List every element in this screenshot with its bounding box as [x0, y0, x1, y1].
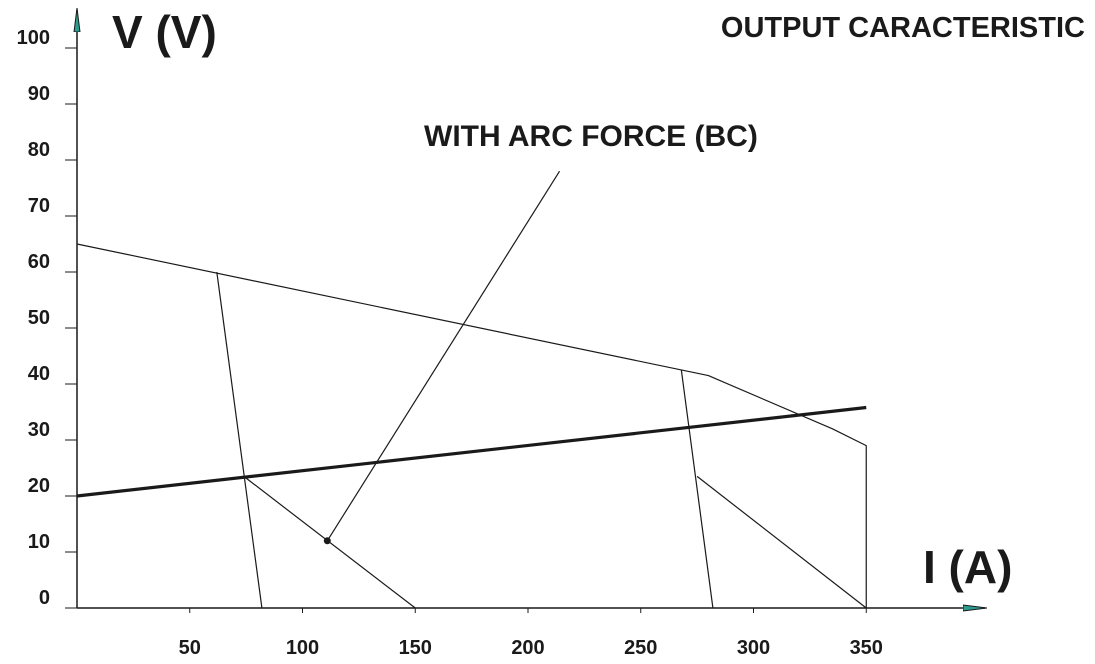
y-axis-ticks: 0 10 20 30 40 50 60 70 80 90 100: [17, 27, 77, 609]
x-tick-label: 150: [399, 637, 432, 659]
x-tick-label: 200: [511, 637, 544, 659]
y-tick-label: 90: [28, 83, 50, 105]
x-axis-ticks: 50 100 150 200 250 300 350: [179, 608, 883, 659]
series-line: [77, 244, 866, 608]
y-tick-label: 50: [28, 307, 50, 329]
annotation-group: [324, 537, 331, 544]
y-tick-label: 30: [28, 419, 50, 441]
series-line: [327, 171, 559, 541]
chart-title: OUTPUT CARACTERISTIC: [721, 12, 1085, 44]
y-tick-label: 20: [28, 475, 50, 497]
x-tick-label: 50: [179, 637, 201, 659]
annotation-label: WITH ARC FORCE (BC): [424, 120, 758, 153]
x-tick-label: 250: [624, 637, 657, 659]
series-line: [217, 272, 262, 608]
y-tick-label: 40: [28, 363, 50, 385]
x-axis-title: I (A): [923, 541, 1012, 593]
series-group: [77, 171, 866, 608]
y-tick-label: 60: [28, 251, 50, 273]
series-line: [681, 370, 713, 608]
y-tick-label: 80: [28, 139, 50, 161]
load-line: [77, 408, 866, 496]
series-line: [697, 476, 866, 608]
x-tick-label: 300: [737, 637, 770, 659]
y-tick-label: 100: [17, 27, 50, 49]
y-tick-label: 0: [39, 587, 50, 609]
y-axis-title: V (V): [112, 6, 217, 58]
y-tick-label: 10: [28, 531, 50, 553]
x-tick-label: 100: [286, 637, 319, 659]
x-tick-label: 350: [850, 637, 883, 659]
annotation-point: [324, 537, 331, 544]
y-tick-label: 70: [28, 195, 50, 217]
